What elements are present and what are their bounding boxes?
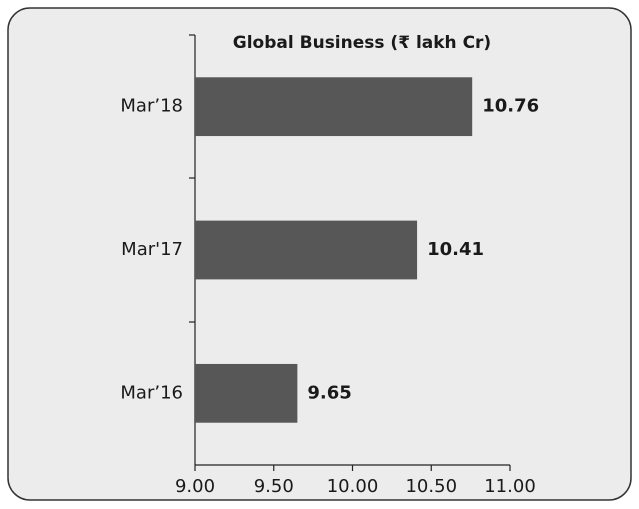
- y-tick-label: Mar’16: [120, 382, 183, 403]
- value-label: 10.76: [482, 96, 539, 117]
- value-label: 9.65: [307, 382, 351, 403]
- x-tick-label: 11.00: [484, 476, 536, 497]
- y-tick-label: Mar’18: [120, 96, 183, 117]
- bar: [195, 220, 418, 280]
- x-tick-label: 9.00: [175, 476, 215, 497]
- value-label: 10.41: [427, 239, 484, 260]
- x-tick-label: 10.50: [405, 476, 457, 497]
- chart-title: Global Business (₹ lakh Cr): [233, 33, 491, 53]
- x-tick-label: 10.00: [327, 476, 379, 497]
- bar: [195, 363, 298, 423]
- y-tick-label: Mar'17: [121, 239, 183, 260]
- x-tick-label: 9.50: [254, 476, 294, 497]
- bar: [195, 77, 473, 137]
